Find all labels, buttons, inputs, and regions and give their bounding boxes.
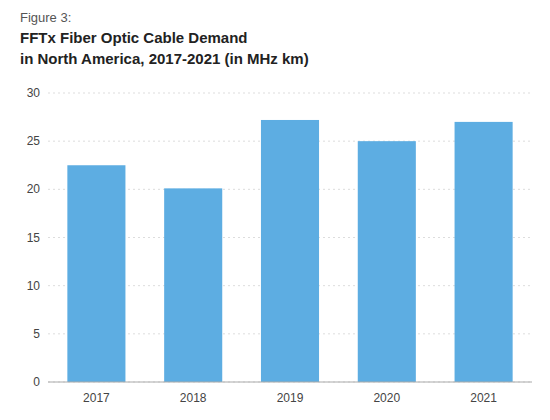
bar <box>455 122 513 382</box>
x-axis-line <box>48 382 532 383</box>
title: FFTx Fiber Optic Cable Demand <box>20 29 248 46</box>
x-tick-label: 2021 <box>470 391 497 405</box>
x-tick-label: 2020 <box>373 391 400 405</box>
x-tick-label: 2018 <box>180 391 207 405</box>
y-tick-label: 5 <box>33 327 40 341</box>
grid <box>48 93 532 382</box>
x-tick-label: 2019 <box>277 391 304 405</box>
grid-line <box>48 382 532 383</box>
bar <box>261 120 319 382</box>
bar <box>67 165 125 382</box>
y-tick-label: 15 <box>27 231 41 245</box>
y-tick-label: 20 <box>27 182 41 196</box>
title-prefix: Figure 3: <box>20 10 71 25</box>
chart-svg: Figure 3: FFTx Fiber Optic Cable Demand in… <box>0 0 550 420</box>
y-tick-label: 30 <box>27 86 41 100</box>
grid-line <box>48 93 532 94</box>
chart-container: Figure 3: FFTx Fiber Optic Cable Demand in… <box>0 0 550 420</box>
y-tick-label: 25 <box>27 134 41 148</box>
y-tick-label: 0 <box>33 375 40 389</box>
x-tick-label: 2017 <box>83 391 110 405</box>
title: in North America, 2017-2021 (in MHz km) <box>20 50 309 67</box>
y-tick-label: 10 <box>27 279 41 293</box>
bars <box>67 120 512 382</box>
bar <box>358 141 416 382</box>
bar <box>164 188 222 382</box>
